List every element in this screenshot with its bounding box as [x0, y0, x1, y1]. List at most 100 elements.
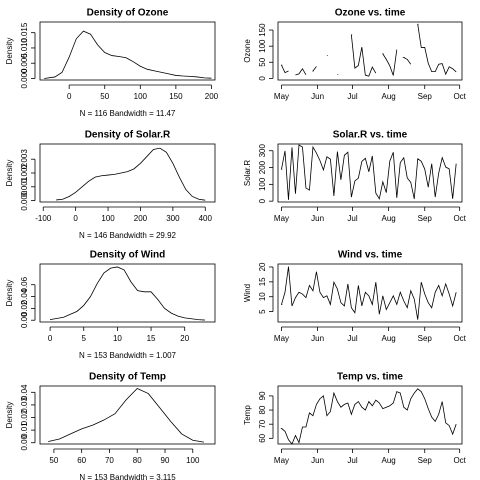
data-line — [50, 266, 205, 321]
plot-frame — [39, 143, 216, 203]
y-tick-label: 80 — [258, 405, 267, 414]
data-line — [281, 144, 457, 200]
y-tick-label: 0.00 — [20, 312, 29, 328]
y-tick-label: 100 — [258, 177, 267, 191]
x-tick-label: 15 — [147, 334, 156, 343]
x-tick-label: Aug — [382, 92, 396, 101]
data-line — [280, 388, 457, 445]
y-tick-label: 10 — [258, 292, 267, 301]
y-tick-label: 0.02 — [20, 409, 29, 425]
plot-frame — [39, 385, 216, 445]
plot-frame — [277, 263, 463, 323]
y-tick-label: 150 — [258, 23, 267, 37]
y-axis-label: Solar.R — [243, 160, 252, 186]
y-axis-label: Ozone — [243, 39, 252, 63]
y-tick-label: 0.02 — [20, 300, 29, 316]
x-tick-label: 60 — [77, 456, 86, 465]
x-tick-label: Aug — [382, 334, 396, 343]
y-tick-label: 0 — [258, 198, 267, 203]
y-tick-label: 100 — [258, 39, 267, 53]
y-tick-label: 300 — [258, 144, 267, 158]
x-tick-label: May — [274, 92, 289, 101]
x-tick-label: Sep — [418, 456, 433, 465]
x-tick-label: May — [274, 334, 289, 343]
y-tick-label: 0.001 — [20, 176, 29, 197]
x-tick-label: 20 — [180, 334, 189, 343]
panel-title: Wind vs. time — [338, 250, 403, 261]
y-tick-label: 200 — [258, 160, 267, 174]
x-tick-label: 80 — [133, 456, 142, 465]
plot-frame — [277, 143, 463, 203]
x-tick-label: Jul — [347, 214, 357, 223]
x-axis-label: N = 153 Bandwidth = 3.115 — [79, 473, 176, 480]
plot-frame — [39, 263, 216, 323]
y-axis-label: Wind — [243, 284, 252, 302]
x-tick-label: Jul — [347, 92, 357, 101]
x-tick-label: Jul — [347, 456, 357, 465]
x-tick-label: 10 — [113, 334, 122, 343]
x-tick-label: 100 — [186, 456, 200, 465]
y-tick-label: 0.000 — [20, 190, 29, 211]
y-tick-label: 0.06 — [20, 276, 29, 292]
y-tick-label: 0.010 — [20, 37, 29, 58]
x-tick-label: 90 — [161, 456, 170, 465]
y-tick-label: 0.002 — [20, 162, 29, 183]
x-tick-label: Oct — [453, 334, 466, 343]
x-tick-label: Jun — [311, 334, 324, 343]
x-tick-label: Jul — [347, 334, 357, 343]
data-line — [56, 147, 206, 201]
y-axis-label: Density — [5, 160, 14, 187]
x-tick-label: 50 — [49, 456, 58, 465]
y-tick-label: 0.03 — [20, 397, 29, 413]
plot-frame — [277, 21, 463, 81]
y-tick-label: 90 — [258, 391, 267, 400]
y-tick-label: 0.04 — [20, 288, 29, 304]
y-tick-label: 0.000 — [20, 68, 29, 89]
x-tick-label: -100 — [35, 214, 52, 223]
x-tick-label: 300 — [166, 214, 180, 223]
x-axis-label: N = 116 Bandwidth = 11.47 — [80, 109, 176, 118]
y-tick-label: 0.015 — [20, 22, 29, 43]
panel-title: Density of Solar.R — [85, 130, 171, 141]
panel-title: Solar.R vs. time — [333, 130, 408, 141]
x-tick-label: Sep — [418, 214, 433, 223]
x-tick-label: Jun — [311, 214, 324, 223]
y-axis-label: Density — [5, 280, 14, 307]
x-tick-label: 70 — [105, 456, 114, 465]
x-tick-label: Jun — [311, 92, 324, 101]
x-tick-label: 200 — [134, 214, 148, 223]
panel-title: Ozone vs. time — [335, 8, 406, 19]
y-tick-label: 20 — [258, 262, 267, 271]
x-tick-label: Oct — [453, 214, 466, 223]
data-line — [280, 23, 457, 77]
x-tick-label: 0 — [73, 214, 78, 223]
x-tick-label: 200 — [205, 92, 219, 101]
x-tick-label: 100 — [134, 92, 148, 101]
x-tick-label: 400 — [199, 214, 213, 223]
x-tick-label: Oct — [453, 456, 466, 465]
x-tick-label: Aug — [382, 214, 396, 223]
x-tick-label: Oct — [453, 92, 466, 101]
x-tick-label: 100 — [101, 214, 115, 223]
panel-title: Density of Wind — [90, 250, 165, 261]
x-tick-label: May — [274, 214, 289, 223]
x-tick-label: 0 — [48, 334, 53, 343]
data-line — [44, 30, 212, 79]
x-tick-label: 150 — [169, 92, 183, 101]
y-tick-label: 15 — [258, 277, 267, 286]
y-axis-label: Density — [5, 38, 14, 65]
y-axis-label: Density — [5, 402, 14, 429]
y-tick-label: 0.003 — [20, 149, 29, 170]
x-tick-label: 5 — [82, 334, 87, 343]
x-tick-label: May — [274, 456, 289, 465]
x-tick-label: Aug — [382, 456, 396, 465]
panel-title: Temp vs. time — [337, 372, 403, 383]
x-tick-label: Jun — [311, 456, 324, 465]
y-tick-label: 0 — [258, 76, 267, 81]
y-tick-label: 0.04 — [20, 384, 29, 400]
x-tick-label: Sep — [418, 334, 433, 343]
y-tick-label: 0.005 — [20, 53, 29, 74]
y-tick-label: 0.01 — [20, 422, 29, 438]
y-tick-label: 5 — [258, 309, 267, 314]
